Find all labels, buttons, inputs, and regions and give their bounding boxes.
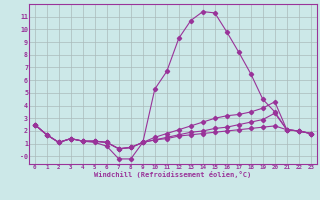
X-axis label: Windchill (Refroidissement éolien,°C): Windchill (Refroidissement éolien,°C) xyxy=(94,171,252,178)
